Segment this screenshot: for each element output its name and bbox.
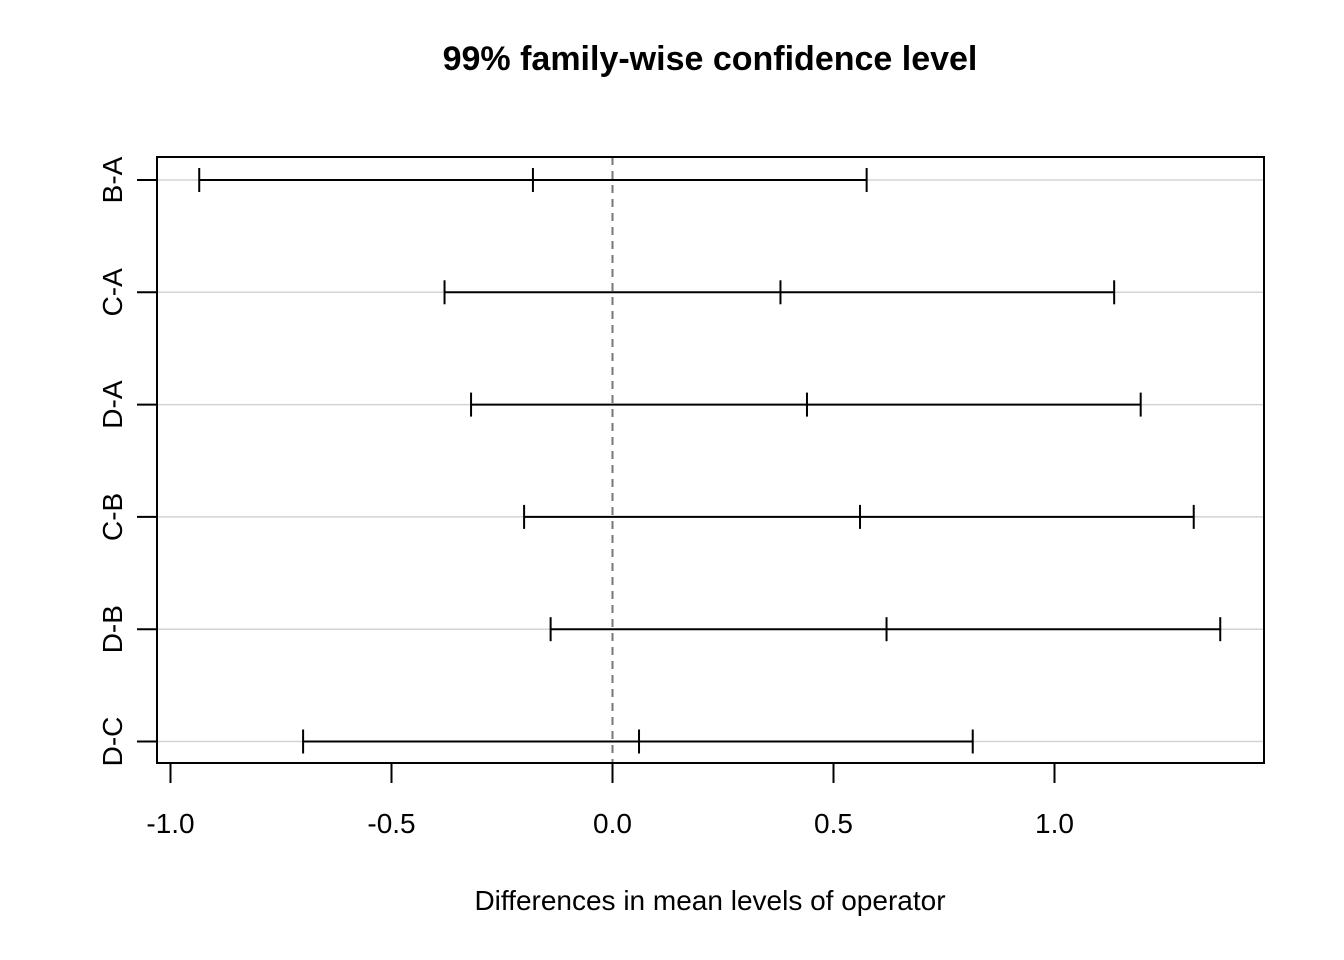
y-tick-label: C-A bbox=[97, 268, 128, 317]
x-tick-label: 1.0 bbox=[1035, 808, 1074, 839]
interval-C-B bbox=[523, 504, 1195, 529]
interval-B-A bbox=[198, 168, 868, 192]
interval-D-A bbox=[470, 392, 1142, 417]
interval-bars bbox=[198, 168, 1222, 754]
interval-D-B bbox=[549, 617, 1222, 642]
chart-title: 99% family-wise confidence level bbox=[443, 40, 978, 78]
x-tick-label: -1.0 bbox=[146, 808, 194, 839]
x-tick-label: -0.5 bbox=[367, 808, 415, 839]
x-tick-label: 0.0 bbox=[593, 808, 632, 839]
x-axis: -1.0 -0.5 0.0 0.5 1.0 bbox=[146, 762, 1074, 839]
grid-lines bbox=[157, 179, 1264, 743]
interval-C-A bbox=[443, 280, 1116, 305]
y-tick-label: B-A bbox=[97, 156, 128, 203]
y-axis: B-A C-A D-A C-B D-B D-C bbox=[97, 156, 157, 766]
interval-D-C bbox=[302, 729, 974, 754]
plot-frame bbox=[156, 156, 1265, 764]
y-tick-label: D-B bbox=[97, 605, 128, 653]
y-tick-label: C-B bbox=[97, 493, 128, 541]
y-tick-label: D-C bbox=[97, 717, 128, 767]
x-tick-label: 0.5 bbox=[814, 808, 853, 839]
x-axis-label: Differences in mean levels of operator bbox=[474, 885, 945, 916]
y-tick-label: D-A bbox=[97, 380, 128, 429]
